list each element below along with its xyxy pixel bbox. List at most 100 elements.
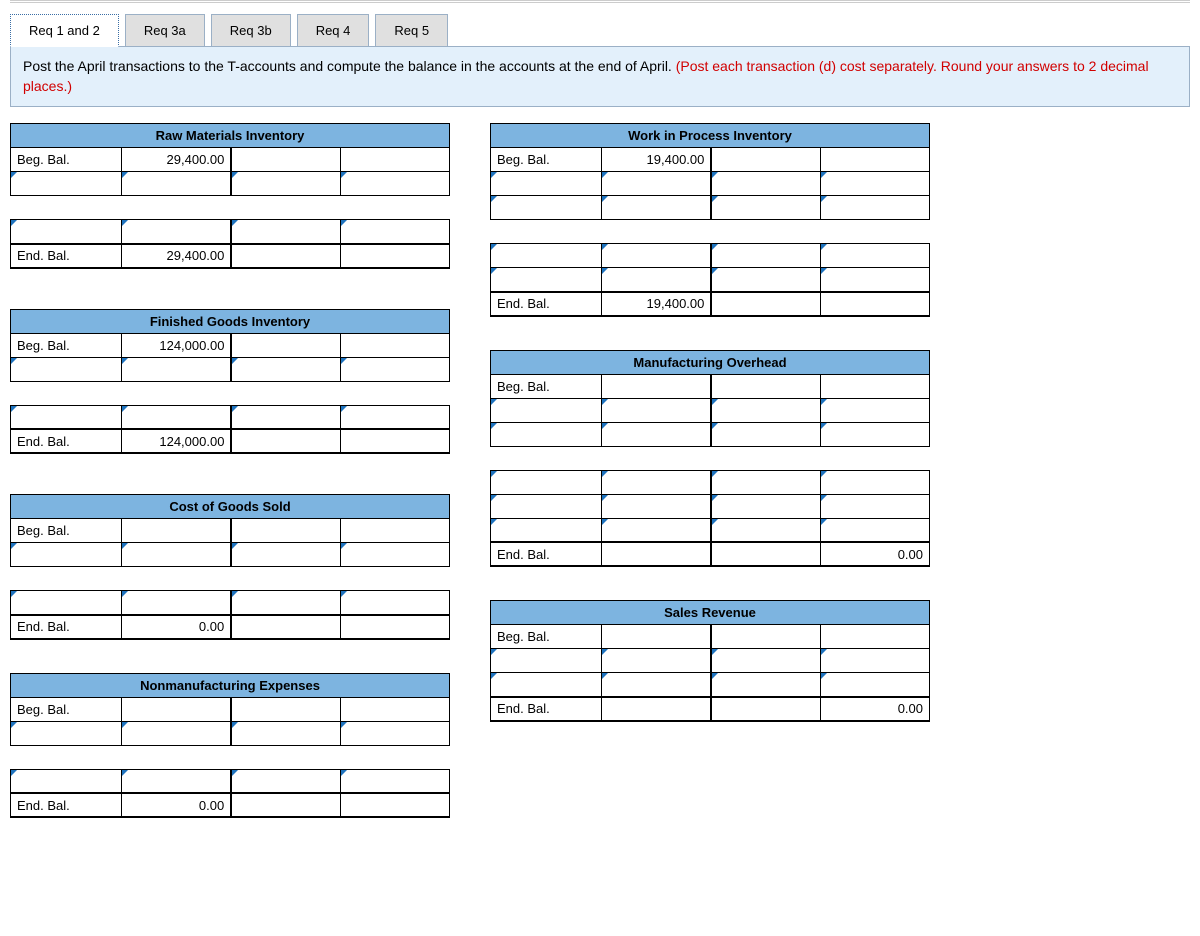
debit-desc-input[interactable] xyxy=(491,422,602,446)
debit-desc-input[interactable] xyxy=(11,721,122,745)
debit-desc-input[interactable] xyxy=(491,172,602,196)
credit-amount-input[interactable] xyxy=(820,470,929,494)
credit-desc-input[interactable] xyxy=(711,518,820,542)
tab-req-4[interactable]: Req 4 xyxy=(297,14,370,47)
end-bal-label: End. Bal. xyxy=(491,697,602,721)
credit-amount-input[interactable] xyxy=(820,422,929,446)
tab-req-5[interactable]: Req 5 xyxy=(375,14,448,47)
credit-desc-input[interactable] xyxy=(711,398,820,422)
credit-desc-input[interactable] xyxy=(711,470,820,494)
beg-bal-debit: 124,000.00 xyxy=(122,333,232,357)
debit-amount-input[interactable] xyxy=(122,769,231,793)
debit-desc-input[interactable] xyxy=(491,518,602,542)
end-bal-credit-label xyxy=(231,615,340,639)
debit-desc-input[interactable] xyxy=(11,769,122,793)
credit-desc-input[interactable] xyxy=(231,721,340,745)
credit-amount-input[interactable] xyxy=(340,721,449,745)
debit-amount-input[interactable] xyxy=(602,649,711,673)
credit-amount-input[interactable] xyxy=(820,268,929,292)
debit-amount-input[interactable] xyxy=(602,470,711,494)
debit-desc-input[interactable] xyxy=(11,172,122,196)
credit-amount-input[interactable] xyxy=(820,494,929,518)
account-title: Raw Materials Inventory xyxy=(11,124,450,148)
credit-amount-input[interactable] xyxy=(820,649,929,673)
debit-desc-input[interactable] xyxy=(11,405,122,429)
credit-desc-input[interactable] xyxy=(711,244,820,268)
debit-amount-input[interactable] xyxy=(122,357,232,381)
beg-bal-label: Beg. Bal. xyxy=(11,333,122,357)
debit-desc-input[interactable] xyxy=(491,268,602,292)
debit-desc-input[interactable] xyxy=(491,649,602,673)
end-bal-label: End. Bal. xyxy=(491,292,602,316)
debit-desc-input[interactable] xyxy=(491,673,602,697)
end-bal-credit-label xyxy=(711,697,820,721)
credit-desc-input[interactable] xyxy=(231,543,340,567)
left-column: Raw Materials Inventory Beg. Bal. 29,400… xyxy=(10,123,450,841)
credit-desc-input[interactable] xyxy=(231,357,340,381)
credit-amount-input[interactable] xyxy=(340,769,449,793)
debit-desc-input[interactable] xyxy=(491,196,602,220)
debit-desc-input[interactable] xyxy=(491,244,602,268)
debit-amount-input[interactable] xyxy=(602,673,711,697)
credit-desc-input[interactable] xyxy=(711,172,820,196)
tab-req-3b[interactable]: Req 3b xyxy=(211,14,291,47)
credit-amount-input[interactable] xyxy=(340,220,449,244)
credit-amount-input[interactable] xyxy=(820,518,929,542)
beg-bal-credit xyxy=(820,374,929,398)
debit-amount-input[interactable] xyxy=(602,268,712,292)
debit-amount-input[interactable] xyxy=(602,196,712,220)
credit-amount-input[interactable] xyxy=(820,244,929,268)
debit-amount-input[interactable] xyxy=(602,494,711,518)
debit-amount-input[interactable] xyxy=(602,244,712,268)
debit-desc-input[interactable] xyxy=(11,591,122,615)
credit-desc-input[interactable] xyxy=(711,422,820,446)
end-bal-label: End. Bal. xyxy=(11,244,122,268)
credit-desc-input[interactable] xyxy=(711,494,820,518)
debit-amount-input[interactable] xyxy=(122,220,232,244)
credit-amount-input[interactable] xyxy=(820,398,929,422)
debit-amount-input[interactable] xyxy=(122,543,231,567)
credit-desc-input[interactable] xyxy=(231,220,340,244)
credit-amount-input[interactable] xyxy=(340,591,449,615)
credit-desc-input[interactable] xyxy=(711,196,820,220)
beg-bal-label: Beg. Bal. xyxy=(11,697,122,721)
end-bal-credit: 0.00 xyxy=(820,697,929,721)
debit-amount-input[interactable] xyxy=(602,518,711,542)
credit-amount-input[interactable] xyxy=(340,543,449,567)
debit-desc-input[interactable] xyxy=(11,543,122,567)
credit-desc-input[interactable] xyxy=(711,673,820,697)
debit-amount-input[interactable] xyxy=(122,721,231,745)
credit-amount-input[interactable] xyxy=(340,405,449,429)
beg-bal-label: Beg. Bal. xyxy=(11,519,122,543)
debit-desc-input[interactable] xyxy=(491,398,602,422)
debit-amount-input[interactable] xyxy=(122,591,231,615)
beg-bal-credit-label xyxy=(231,333,340,357)
credit-desc-input[interactable] xyxy=(231,172,340,196)
credit-amount-input[interactable] xyxy=(820,172,929,196)
credit-desc-input[interactable] xyxy=(711,268,820,292)
credit-desc-input[interactable] xyxy=(711,649,820,673)
credit-desc-input[interactable] xyxy=(231,591,340,615)
credit-desc-input[interactable] xyxy=(231,769,340,793)
debit-amount-input[interactable] xyxy=(602,398,711,422)
tab-req-3a[interactable]: Req 3a xyxy=(125,14,205,47)
debit-amount-input[interactable] xyxy=(122,172,232,196)
debit-amount-input[interactable] xyxy=(122,405,232,429)
account-title: Sales Revenue xyxy=(491,601,930,625)
credit-amount-input[interactable] xyxy=(340,357,449,381)
debit-desc-input[interactable] xyxy=(11,357,122,381)
end-bal-debit: 0.00 xyxy=(122,793,231,817)
beg-bal-debit: 29,400.00 xyxy=(122,148,232,172)
credit-amount-input[interactable] xyxy=(820,196,929,220)
debit-desc-input[interactable] xyxy=(491,494,602,518)
tab-req-1-2[interactable]: Req 1 and 2 xyxy=(10,14,119,47)
debit-desc-input[interactable] xyxy=(11,220,122,244)
beg-bal-credit-label xyxy=(231,519,340,543)
credit-desc-input[interactable] xyxy=(231,405,340,429)
tab-strip: Req 1 and 2 Req 3a Req 3b Req 4 Req 5 xyxy=(10,13,1190,46)
credit-amount-input[interactable] xyxy=(820,673,929,697)
credit-amount-input[interactable] xyxy=(340,172,449,196)
debit-desc-input[interactable] xyxy=(491,470,602,494)
debit-amount-input[interactable] xyxy=(602,172,712,196)
debit-amount-input[interactable] xyxy=(602,422,711,446)
